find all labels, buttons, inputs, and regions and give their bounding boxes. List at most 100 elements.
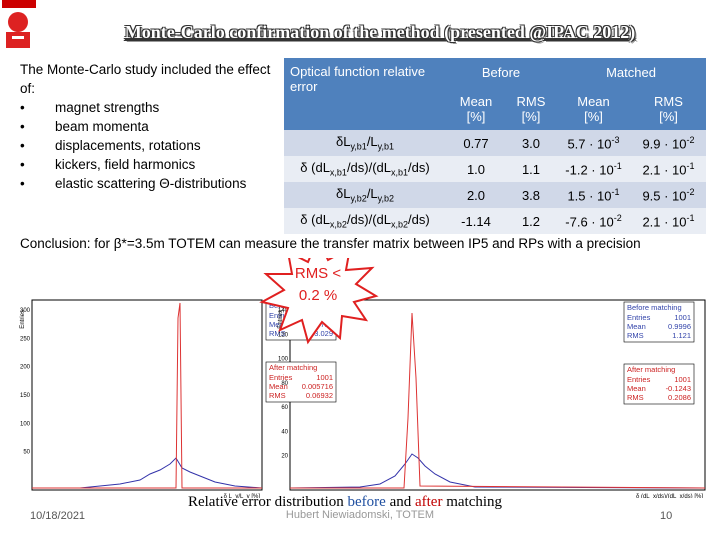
histogram-before bbox=[32, 457, 263, 489]
footer-date: 10/18/2021 bbox=[30, 510, 86, 522]
y-tick-label: 250 bbox=[20, 336, 31, 342]
callout-text: 0.2 % bbox=[299, 287, 337, 304]
caption-text: and bbox=[385, 494, 415, 510]
results-table: Optical function relative error Before Mat… bbox=[284, 58, 706, 234]
value-cell: 3.8 bbox=[506, 182, 556, 208]
stats-value: 3.029 bbox=[314, 329, 333, 338]
histogram-before bbox=[289, 453, 706, 489]
bullet: beam momenta bbox=[20, 117, 275, 136]
text-part: x,b1 bbox=[329, 167, 347, 178]
value-cell: 3.0 bbox=[506, 130, 556, 156]
value-cell: 1.0 bbox=[446, 156, 506, 182]
text-part: /L bbox=[366, 134, 378, 150]
plots: Entries δ L_y/L_y [%] 300 250 200 150 100 50 Bef… bbox=[20, 258, 706, 498]
stats-title: After matching bbox=[269, 363, 317, 372]
value-cell: 1.5 · 10-1 bbox=[556, 182, 631, 208]
text-part: 1.0 bbox=[466, 161, 486, 177]
stats-name: Mean bbox=[627, 322, 646, 331]
row-label: δLy,b1/Ly,b1 bbox=[284, 130, 446, 156]
conclusion: Conclusion: for β*=3.5m TOTEM can measur… bbox=[20, 236, 641, 251]
text-part: 3.0 bbox=[521, 135, 541, 151]
text-part: δ (dL bbox=[300, 212, 330, 228]
y-tick-label: 300 bbox=[20, 308, 31, 314]
stats-name: Mean bbox=[269, 320, 288, 329]
stats-name: RMS bbox=[269, 329, 286, 338]
sub-header: RMS [%] bbox=[631, 87, 706, 130]
y-tick-label: 80 bbox=[281, 381, 288, 387]
value-cell: 1.1 bbox=[506, 156, 556, 182]
y-tick-label: 120 bbox=[278, 332, 289, 338]
stats-value: 1.121 bbox=[672, 331, 691, 340]
y-tick-label: 40 bbox=[281, 429, 288, 435]
y-axis-label: Entries bbox=[20, 310, 26, 329]
stats-box bbox=[623, 363, 695, 405]
intro: The Monte-Carlo study included the effec… bbox=[20, 60, 275, 193]
text-part: -3 bbox=[611, 134, 620, 145]
group-header: Before bbox=[446, 58, 556, 88]
histogram-after bbox=[290, 312, 706, 489]
text-part: δL bbox=[336, 186, 351, 202]
text-part: -1 bbox=[686, 160, 695, 171]
text-part: 5.7 · 10 bbox=[567, 136, 612, 152]
text-part: 1.2 bbox=[521, 213, 541, 229]
text-part: /ds)/(dL bbox=[346, 160, 392, 176]
stats-box bbox=[265, 361, 337, 403]
data-row: δ (dLx,b1/ds)/(dLx,b1/ds) 1.0 1.1 -1.2 · 10… bbox=[284, 156, 706, 182]
stats-name: RMS bbox=[627, 393, 644, 402]
header-row: Optical function relative error Before Mat… bbox=[284, 58, 706, 130]
y-tick-label: 140 bbox=[278, 308, 289, 314]
sub-header: RMS [%] bbox=[506, 87, 556, 130]
text-part: 0.77 bbox=[463, 135, 489, 151]
text-part: -1.14 bbox=[461, 213, 491, 229]
stats-value: 0.005716 bbox=[302, 382, 333, 391]
footer-author: Hubert Niewiadomski, TOTEM bbox=[285, 509, 435, 521]
text-part: y,b1 bbox=[350, 141, 367, 152]
stats-name: Entries bbox=[269, 311, 293, 320]
text-part: /ds) bbox=[408, 160, 430, 176]
data-row: δ (dLx,b2/ds)/(dLx,b2/ds) -1.14 1.2 -7.6 · … bbox=[284, 208, 706, 234]
y-tick-label: 50 bbox=[23, 450, 30, 456]
stats-value: -0.1243 bbox=[666, 384, 691, 393]
text-part: 1.1 bbox=[521, 161, 541, 177]
stats-name: RMS bbox=[627, 331, 644, 340]
text-part: /ds) bbox=[408, 212, 430, 228]
y-axis-label: Entries bbox=[278, 310, 284, 329]
stats-value: 0.9996 bbox=[668, 322, 691, 331]
caption-after: after bbox=[414, 494, 443, 510]
text-part: -7.6 · 10 bbox=[565, 214, 614, 230]
text-part: x,b2 bbox=[391, 219, 409, 230]
stats-value: 0.2086 bbox=[668, 393, 691, 402]
text-part: δL bbox=[336, 134, 351, 150]
group-header: Matched bbox=[556, 58, 706, 88]
value-cell: 5.7 · 10-3 bbox=[556, 130, 631, 156]
stats-value: 1001 bbox=[674, 313, 691, 322]
bullet-list: magnet strengthsbeam momentadisplacement… bbox=[20, 98, 275, 193]
x-axis-label: δ L_y/L_y [%] bbox=[224, 494, 261, 498]
text-part: /L bbox=[366, 186, 378, 202]
stats-name: RMS bbox=[269, 391, 286, 400]
row-label: δ (dLx,b2/ds)/(dLx,b2/ds) bbox=[284, 208, 446, 234]
bullet: magnet strengths bbox=[20, 98, 275, 117]
y-tick-label: 150 bbox=[20, 393, 31, 399]
stats-value: 1001 bbox=[316, 373, 333, 382]
stats-name: Mean bbox=[269, 382, 288, 391]
text-part: -1 bbox=[613, 160, 622, 171]
y-tick-label: 20 bbox=[281, 454, 288, 460]
slide-title: Monte-Carlo confirmation of the method (… bbox=[124, 22, 636, 42]
y-tick-label: 200 bbox=[20, 365, 31, 371]
stats-value: 1001 bbox=[674, 375, 691, 384]
caption-text: matching bbox=[442, 494, 503, 510]
figure-caption: Relative error distribution before and a… bbox=[150, 494, 540, 511]
data-row: δLy,b2/Ly,b2 2.0 3.8 1.5 · 10-1 9.5 · 10-2 bbox=[284, 182, 706, 208]
plot-frame bbox=[31, 299, 263, 491]
text-part: -1 bbox=[686, 212, 695, 223]
value-cell: -1.14 bbox=[446, 208, 506, 234]
header-row: Mean [%] RMS [%] Mean [%] RMS [%] bbox=[284, 87, 706, 130]
callout-text: RMS < bbox=[295, 265, 342, 282]
text-part: 2.1 · 10 bbox=[642, 214, 687, 230]
text-part: /ds)/(dL bbox=[346, 212, 392, 228]
stats-name: Entries bbox=[627, 375, 651, 384]
value-cell: 9.9 · 10-2 bbox=[631, 130, 706, 156]
stats-box bbox=[623, 301, 695, 343]
